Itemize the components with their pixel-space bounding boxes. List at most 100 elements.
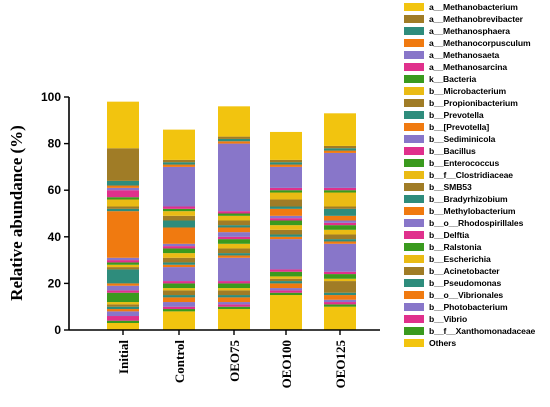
bar-segment — [107, 264, 139, 268]
bar-segment — [218, 302, 250, 305]
legend-swatch — [404, 15, 424, 23]
legend-label: b__Bacillus — [429, 146, 476, 156]
bar-segment — [324, 295, 356, 300]
bar-segment — [270, 288, 302, 291]
legend-swatch — [404, 243, 424, 251]
bar-segment — [107, 323, 139, 330]
legend-label: b__SMB53 — [429, 182, 472, 192]
bar-segment — [163, 311, 195, 330]
bar-segment — [163, 290, 195, 296]
legend-item: b__Microbacterium — [404, 85, 550, 97]
bar-segment — [107, 262, 139, 265]
legend-item: a__Methanobacterium — [404, 1, 550, 13]
bar-segment — [218, 211, 250, 214]
x-category-label: Control — [172, 340, 187, 383]
bar-segment — [324, 206, 356, 209]
legend-item: b__o__Rhodospirillales — [404, 217, 550, 229]
y-axis-title: Relative abundance (%) — [7, 125, 26, 301]
bar-segment — [163, 246, 195, 249]
legend-swatch — [404, 231, 424, 239]
bar-segment — [218, 239, 250, 244]
bar-segment — [218, 281, 250, 284]
y-tick-label: 0 — [54, 323, 61, 337]
bar-segment — [324, 302, 356, 305]
bar-segment — [107, 206, 139, 209]
legend-label: b__f__Clostridiaceae — [429, 170, 513, 180]
bar-segment — [107, 187, 139, 191]
legend-item: a__Methanosphaera — [404, 25, 550, 37]
bar-segment — [163, 206, 195, 209]
legend-label: b__o__Rhodospirillales — [429, 218, 524, 228]
bar-segment — [324, 150, 356, 153]
bar-segment — [107, 290, 139, 293]
legend-swatch — [404, 99, 424, 107]
bar-segment — [324, 215, 356, 221]
bar-segment — [270, 283, 302, 289]
bar-segment — [270, 234, 302, 237]
legend-swatch — [404, 159, 424, 167]
bar-segment — [107, 306, 139, 310]
legend-item: b__Pseudomonas — [404, 277, 550, 289]
legend-label: b__Pseudomonas — [429, 278, 502, 288]
bar-segment — [107, 180, 139, 186]
bar-segment — [270, 187, 302, 191]
legend-swatch — [404, 291, 424, 299]
bar-segment — [270, 225, 302, 230]
legend-item: b__Acinetobacter — [404, 265, 550, 277]
bar-stack-control — [163, 129, 195, 330]
y-tick-label: 100 — [41, 90, 61, 104]
bar-segment — [163, 267, 195, 282]
bar-segment — [107, 197, 139, 200]
legend-label: b__Ralstonia — [429, 242, 482, 252]
bar-segment — [270, 190, 302, 193]
legend-item: b__Photobacterium — [404, 301, 550, 313]
bar-segment — [163, 253, 195, 258]
bar-segment — [163, 243, 195, 247]
legend-label: b__o__Vibrionales — [429, 290, 504, 300]
bar-segment — [270, 131, 302, 160]
bar-segment — [270, 192, 302, 200]
bar-segment — [163, 262, 195, 265]
bar-segment — [163, 264, 195, 268]
bar-segment — [107, 190, 139, 198]
bar-segment — [107, 316, 139, 321]
bar-segment — [163, 281, 195, 284]
bar-segment — [270, 292, 302, 296]
bar-segment — [163, 288, 195, 291]
bar-segment — [324, 306, 356, 330]
bar-segment — [270, 208, 302, 216]
legend-item: b__Prevotella — [404, 109, 550, 121]
legend-swatch — [404, 267, 424, 275]
legend-item: a__Methanosaeta — [404, 49, 550, 61]
legend-label: b__Sediminicola — [429, 134, 496, 144]
legend-label: b__Photobacterium — [429, 302, 508, 312]
legend-swatch — [404, 123, 424, 131]
x-category-label: OEO125 — [333, 340, 348, 389]
bar-segment — [163, 162, 195, 165]
bar-segment — [163, 129, 195, 160]
bar-segment — [163, 302, 195, 307]
bar-segment — [218, 232, 250, 237]
x-category-label: Initial — [116, 340, 131, 374]
bar-segment — [107, 148, 139, 181]
legend-item: b__Delftia — [404, 229, 550, 241]
bar-segment — [107, 208, 139, 212]
legend-item: b__Bacillus — [404, 145, 550, 157]
bar-segment — [107, 292, 139, 303]
bar-segment — [218, 290, 250, 296]
bar-segment — [218, 255, 250, 258]
legend-item: b__Escherichia — [404, 253, 550, 265]
bar-segment — [107, 311, 139, 317]
bar-segment — [163, 208, 195, 212]
bar-segment — [218, 309, 250, 330]
legend-item: a__Methanobrevibacter — [404, 13, 550, 25]
legend-swatch — [404, 51, 424, 59]
bar-segment — [163, 215, 195, 221]
bar-segment — [324, 274, 356, 279]
bar-segment — [270, 164, 302, 167]
legend-item: b__[Prevotella] — [404, 121, 550, 133]
bar-segment — [218, 136, 250, 139]
legend-item: b__Methylobacterium — [404, 205, 550, 217]
bar-segment — [218, 283, 250, 289]
